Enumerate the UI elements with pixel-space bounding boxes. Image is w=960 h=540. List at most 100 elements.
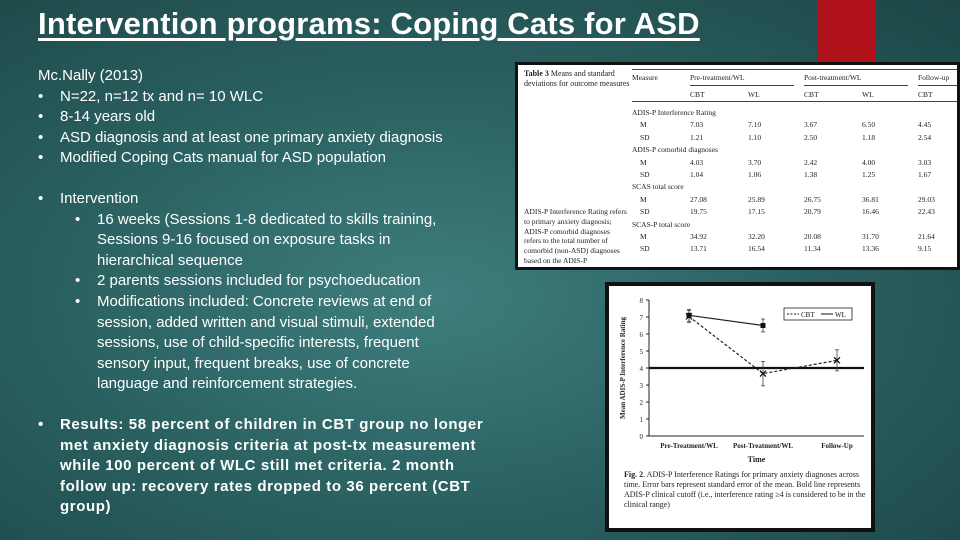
table-cell: 1.38 xyxy=(804,170,818,179)
table-cell: 1.25 xyxy=(862,170,876,179)
table-stat-label: SD xyxy=(640,207,650,217)
table-cell: 25.89 xyxy=(748,194,765,204)
table-stat-label: M xyxy=(640,120,647,130)
y-axis-label: Mean ADIS-P Interference Rating xyxy=(619,317,627,419)
table-stat-label: SD xyxy=(640,170,650,179)
legend-label: WL xyxy=(835,311,846,319)
table-section-label: ADIS-P Interference Rating xyxy=(632,108,716,117)
data-point-cbt xyxy=(759,370,767,378)
sub-bullet-text: Modifications included: Concrete reviews… xyxy=(97,292,435,395)
data-point-wl xyxy=(760,323,766,328)
table-cell: 13.71 xyxy=(690,244,707,254)
slide-body: Mc.Nally (2013) • N=22, n=12 tx and n= 10… xyxy=(38,66,508,518)
sub-bullet-line: Modifications included: Concrete reviews… xyxy=(97,292,432,310)
table-subheader-cell: CBT xyxy=(690,90,705,99)
figure-caption-text: ADIS-P Interference Ratings for primary … xyxy=(624,470,866,509)
figure-image: 0 1 2 3 4 5 6 7 8 Pre-Treatment/WL Post-Treatment/… xyxy=(605,282,875,532)
table-cell: 1.06 xyxy=(748,170,762,179)
table-rule xyxy=(690,85,794,86)
results-bullet: • Results: 58 percent of children in CBT… xyxy=(38,415,508,518)
results-line: Results: 58 percent of children in CBT g… xyxy=(60,415,484,433)
y-tick-label: 5 xyxy=(640,348,644,356)
table-cell: 36.81 xyxy=(862,194,879,204)
sub-bullet-line: Sessions 9-16 focused on exposure tasks … xyxy=(97,231,391,249)
table-cell: 21.64 xyxy=(918,232,935,241)
table-cell: 4.45 xyxy=(918,120,932,130)
table-subheader-cell: WL xyxy=(862,90,874,99)
table-cell: 27.08 xyxy=(690,194,707,204)
interference-chart: 0 1 2 3 4 5 6 7 8 Pre-Treatment/WL Post-Treatment/… xyxy=(619,297,864,464)
table-subheader-cell: CBT xyxy=(918,90,933,99)
table-subheader-cell: WL xyxy=(748,90,760,99)
sub-bullet-line: session, added written and visual stimul… xyxy=(97,313,435,331)
y-tick-label: 6 xyxy=(640,331,644,339)
bullet-glyph: • xyxy=(75,210,81,228)
table-header-cell: Measure xyxy=(632,73,658,82)
y-tick-label: 1 xyxy=(640,416,644,424)
bullet-glyph: • xyxy=(75,272,81,290)
table-cell: 29.03 xyxy=(918,194,935,204)
bullet-item: • Modified Coping Cats manual for ASD pop… xyxy=(38,148,508,169)
table-caption: Table 3 Means and standard deviations fo… xyxy=(524,69,630,89)
bullet-glyph: • xyxy=(75,292,81,310)
legend-label: CBT xyxy=(801,311,815,319)
sub-bullet-line: language and reinforcement strategies. xyxy=(97,375,358,393)
table-header-cell: Follow-up xyxy=(918,73,950,82)
table-cell: 1.67 xyxy=(918,170,932,179)
table-cell: 1.10 xyxy=(748,132,762,142)
y-tick-label: 7 xyxy=(640,314,644,322)
sub-bullet-line: 2 parents sessions included for psychoed… xyxy=(97,272,421,290)
bullet-glyph: • xyxy=(38,149,44,167)
table-section-label: SCAS total score xyxy=(632,182,684,192)
sub-bullet-line: sensory input, frequent breaks, use of c… xyxy=(97,354,410,372)
sub-bullet-item: • Modifications included: Concrete review… xyxy=(75,292,508,395)
table-cell: 19.75 xyxy=(690,207,707,217)
bullet-text: 8-14 years old xyxy=(60,108,156,126)
table-cell: 34.92 xyxy=(690,232,707,241)
table-cell: 2.54 xyxy=(918,132,932,142)
table-cell: 31.70 xyxy=(862,232,879,241)
results-line: while 100 percent of WLC still met crite… xyxy=(60,457,455,475)
table-stat-label: M xyxy=(640,194,647,204)
table-cell: 3.70 xyxy=(748,157,762,167)
table-subheader-cell: CBT xyxy=(804,90,819,99)
table-cell: 1.04 xyxy=(690,170,704,179)
table-cell: 13.36 xyxy=(862,244,879,254)
bullet-glyph: • xyxy=(38,108,44,126)
sub-bullet-line: sessions, use of child-specific interest… xyxy=(97,334,419,352)
sub-bullet-line: hierarchical sequence xyxy=(97,251,243,269)
sub-bullet-line: 16 weeks (Sessions 1-8 dedicated to skil… xyxy=(97,210,437,228)
x-tick-label: Pre-Treatment/WL xyxy=(660,442,718,450)
figure-caption: Fig. 2. ADIS-P Interference Ratings for … xyxy=(624,470,866,509)
sub-bullet-item: • 2 parents sessions included for psychoe… xyxy=(75,271,508,292)
table-cell: 16.54 xyxy=(748,244,765,254)
results-line: group) xyxy=(60,498,112,516)
citation: Mc.Nally (2013) xyxy=(38,67,144,84)
table-cell: 1.21 xyxy=(690,132,704,142)
table-footnote: ADIS-P Interference Rating refers to pri… xyxy=(524,207,627,265)
table-cell: 11.34 xyxy=(804,244,821,254)
bullet-item: • N=22, n=12 tx and n= 10 WLC xyxy=(38,87,508,108)
table-cell: 6.50 xyxy=(862,120,876,130)
table-stat-label: M xyxy=(640,157,647,167)
intervention-bullet: • Intervention xyxy=(38,189,508,210)
sub-bullet-text: 2 parents sessions included for psychoed… xyxy=(97,271,421,292)
table-section-label: SCAS-P total score xyxy=(632,219,691,229)
intervention-label: Intervention xyxy=(60,189,139,207)
sub-bullet-list: • 16 weeks (Sessions 1-8 dedicated to ski… xyxy=(38,210,508,395)
bullet-text: Modified Coping Cats manual for ASD popu… xyxy=(60,149,387,167)
table-header-cell: Post-treatment/WL xyxy=(804,73,862,82)
results-text: Results: 58 percent of children in CBT g… xyxy=(60,415,483,518)
table-header-cell: Pre-treatment/WL xyxy=(690,73,745,82)
bullet-item: • ASD diagnosis and at least one primary … xyxy=(38,128,508,149)
table-stat-label: SD xyxy=(640,132,650,142)
figure-caption-label: Fig. 2 xyxy=(624,470,644,479)
table-rule xyxy=(804,85,908,86)
red-corner-accent xyxy=(818,0,876,62)
y-tick-label: 8 xyxy=(640,297,644,305)
bullet-text: ASD diagnosis and at least one primary a… xyxy=(60,128,443,146)
table-cell: 4.00 xyxy=(862,157,876,167)
legend-box xyxy=(783,307,853,321)
results-line: follow up: recovery rates dropped to 36 … xyxy=(60,477,471,495)
table-cell: 7.03 xyxy=(690,120,704,130)
